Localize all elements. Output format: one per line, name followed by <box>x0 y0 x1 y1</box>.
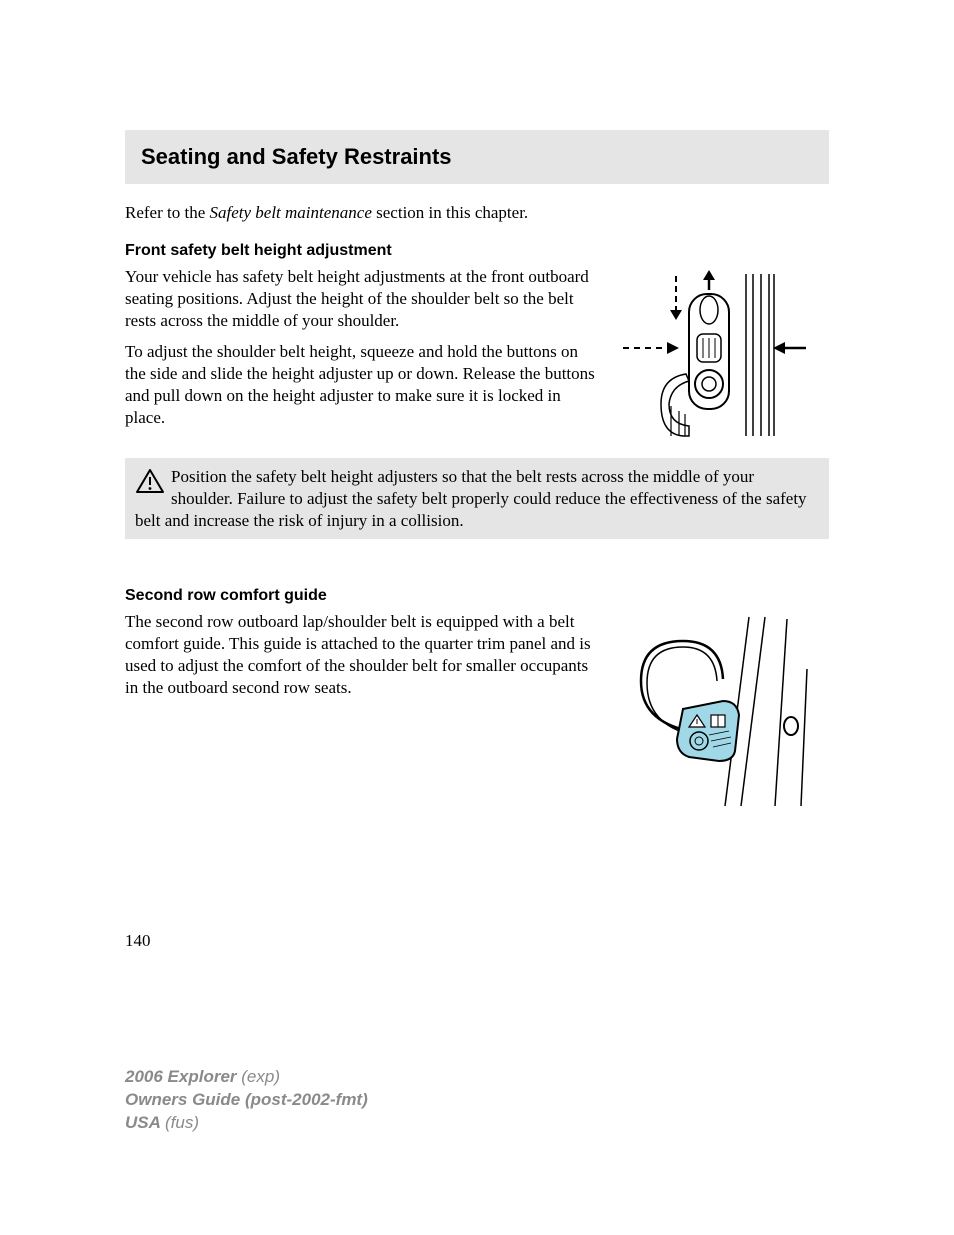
warning-icon <box>135 468 165 500</box>
footer-model-code: (exp) <box>241 1067 280 1086</box>
document-footer: 2006 Explorer (exp) Owners Guide (post-2… <box>125 1066 368 1135</box>
section2: Second row comfort guide The second row … <box>125 587 829 811</box>
section1-heading: Front safety belt height adjustment <box>125 242 829 260</box>
footer-region: USA <box>125 1113 165 1132</box>
section2-content: The second row outboard lap/shoulder bel… <box>125 611 829 811</box>
comfort-guide-illustration <box>611 611 829 811</box>
section1-text: Your vehicle has safety belt height adju… <box>125 266 597 444</box>
intro-suffix: section in this chapter. <box>372 203 528 222</box>
document-page: Seating and Safety Restraints Refer to t… <box>0 0 954 951</box>
section-header-bar: Seating and Safety Restraints <box>125 130 829 184</box>
footer-model: 2006 Explorer <box>125 1067 241 1086</box>
footer-region-code: (fus) <box>165 1113 199 1132</box>
belt-height-illustration <box>611 266 829 444</box>
warning-callout: Position the safety belt height adjuster… <box>125 458 829 539</box>
page-number: 140 <box>125 931 829 951</box>
warning-text: Position the safety belt height adjuster… <box>135 467 807 530</box>
footer-line1: 2006 Explorer (exp) <box>125 1066 368 1089</box>
footer-line3: USA (fus) <box>125 1112 368 1135</box>
section2-para1: The second row outboard lap/shoulder bel… <box>125 611 597 698</box>
section1-para2: To adjust the shoulder belt height, sque… <box>125 341 597 428</box>
section1-para1: Your vehicle has safety belt height adju… <box>125 266 597 331</box>
intro-prefix: Refer to the <box>125 203 210 222</box>
section1-content: Your vehicle has safety belt height adju… <box>125 266 829 444</box>
intro-italic: Safety belt maintenance <box>210 203 372 222</box>
section-header-title: Seating and Safety Restraints <box>141 144 813 170</box>
footer-line2: Owners Guide (post-2002-fmt) <box>125 1089 368 1112</box>
section2-text: The second row outboard lap/shoulder bel… <box>125 611 597 811</box>
section2-heading: Second row comfort guide <box>125 587 829 605</box>
intro-text: Refer to the Safety belt maintenance sec… <box>125 202 829 224</box>
